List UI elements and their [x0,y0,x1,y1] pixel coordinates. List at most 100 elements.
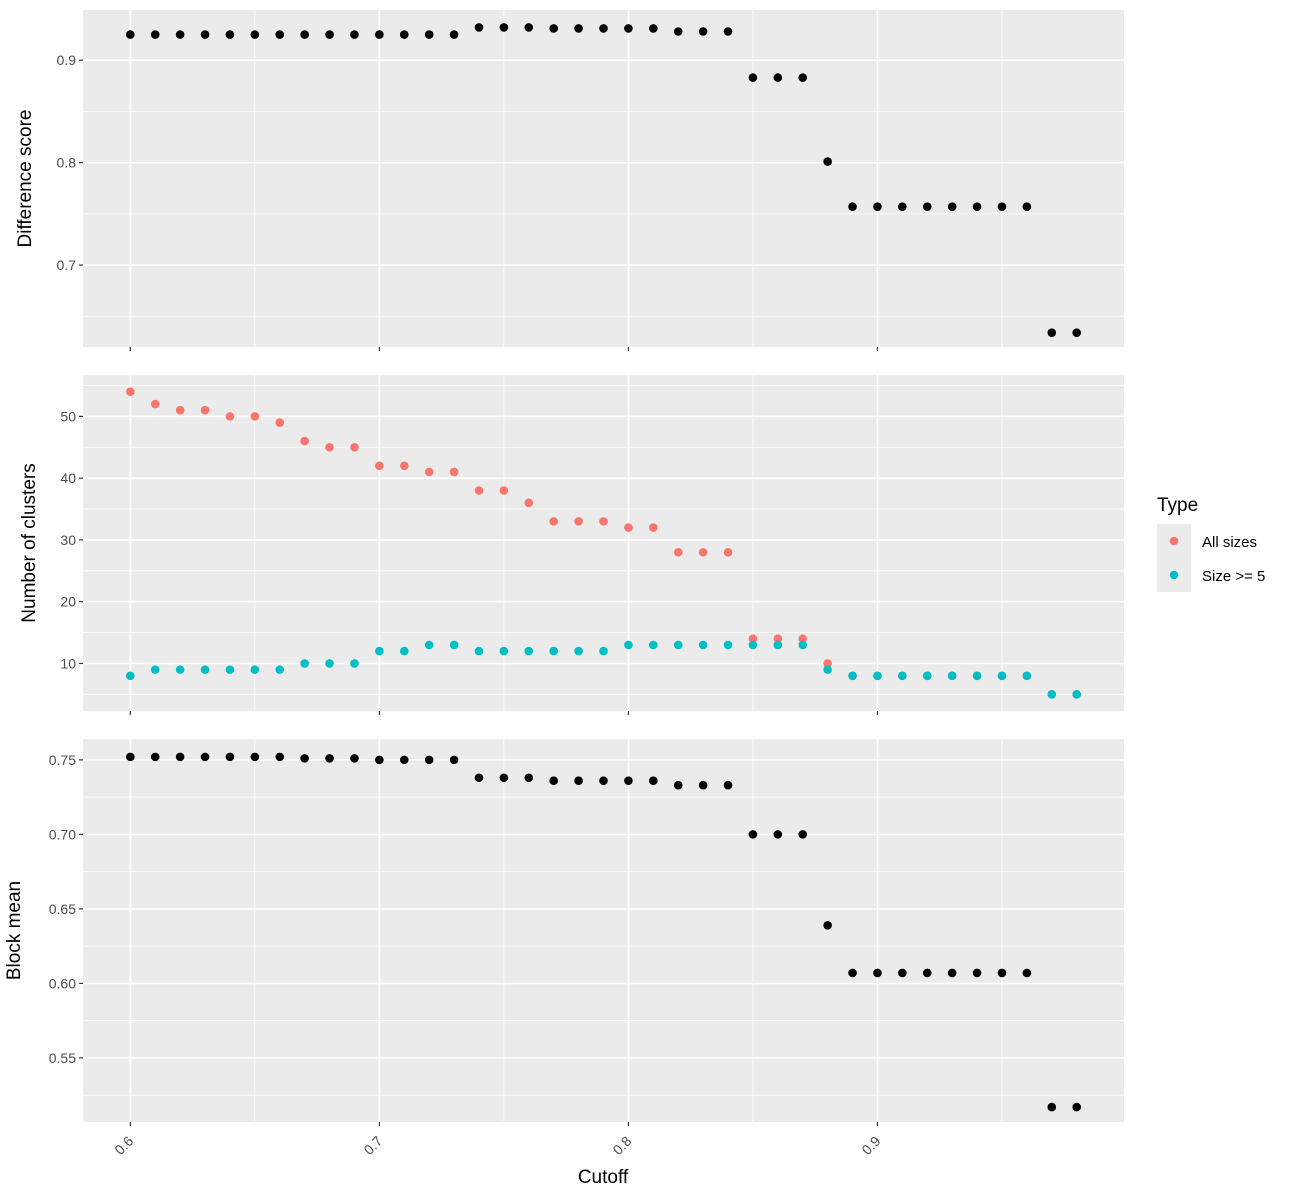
data-point [649,776,658,786]
data-point [698,640,708,650]
data-point [873,671,882,681]
data-point [150,399,160,409]
data-point [673,27,683,36]
panel-2-y-tick-label: 30 [60,532,76,548]
data-point [375,461,384,471]
data-point [574,24,583,33]
data-point [399,461,409,471]
panel-3: 0.55 0.60 0.65 0.70 0.75 Block mean [4,739,1124,1126]
data-point [599,24,608,33]
data-point [624,24,633,33]
data-point [424,755,434,765]
data-point [150,752,160,762]
data-point [449,640,459,650]
data-point [823,920,832,930]
data-point [773,830,783,839]
data-point [798,634,808,644]
panel-3-background [83,739,1124,1122]
data-point [848,968,857,978]
data-point [325,442,334,452]
data-point [350,30,359,39]
data-point [126,752,135,762]
data-point [474,23,484,32]
panel-1-y-axis-title: Difference score [15,110,36,248]
data-point [698,27,708,36]
data-point [599,776,608,786]
panel-1-background [83,10,1124,347]
legend-title: Type [1157,495,1198,516]
data-point [225,752,235,762]
data-point [624,640,633,650]
data-point [624,776,633,786]
legend-label-all-sizes: All sizes [1202,534,1257,551]
data-point [225,412,235,421]
legend-marker-size-5 [1169,570,1179,580]
data-point [474,486,484,495]
data-point [997,202,1007,211]
panel-2-y-axis-title: Number of clusters [19,463,40,622]
data-point [848,202,857,211]
data-point [798,73,808,82]
data-point [947,968,957,978]
data-point [250,30,260,39]
data-point [449,30,459,39]
legend: Type All sizes Size >= 5 [1157,495,1265,592]
data-point [499,486,509,495]
data-point [823,659,832,668]
panel-1-y-tick-label: 0.7 [57,257,77,273]
data-point [424,467,434,477]
data-point [1047,328,1057,337]
data-point [947,202,957,211]
data-point [997,671,1007,681]
data-point [997,968,1007,978]
panel-3-y-tick-label: 0.55 [49,1050,76,1066]
data-point [723,640,733,650]
data-point [1022,202,1032,211]
data-point [524,773,534,783]
legend-marker-all-sizes [1169,536,1179,546]
panel-2-y-tick-label: 10 [60,655,76,671]
data-point [574,776,583,786]
data-point [673,640,683,650]
data-point [200,405,210,415]
data-point [449,467,459,477]
panel-1: 0.7 0.8 0.9 Difference score [15,10,1124,351]
panel-2-background [83,375,1124,711]
panel-3-y-tick-label: 0.60 [49,975,76,991]
panel-3-y-tick-label: 0.65 [49,901,76,917]
data-point [748,73,758,82]
data-point [599,646,608,656]
data-point [972,968,982,978]
data-point [798,830,808,839]
panel-1-y-tick-label: 0.9 [57,52,77,68]
panel-3-y-tick-label: 0.70 [49,826,76,842]
data-point [300,436,309,446]
data-point [300,30,309,39]
data-point [200,30,210,39]
data-point [898,671,907,681]
data-point [524,23,534,32]
data-point [325,754,334,763]
data-point [1072,690,1081,699]
data-point [175,665,185,674]
data-point [1072,1102,1081,1112]
panel-2-y-tick-label: 40 [60,470,76,486]
data-point [399,30,409,39]
data-point [424,640,434,650]
x-tick-label: 0.6 [111,1133,136,1158]
data-point [873,202,882,211]
data-point [972,202,982,211]
data-point [922,968,932,978]
data-point [524,646,534,656]
data-point [673,547,683,557]
data-point [649,523,658,532]
data-point [325,659,334,668]
panels-layer: 0.7 0.8 0.9 Difference score 10 20 30 40 50 Numbe… [4,10,1124,1158]
data-point [399,755,409,765]
legend-label-size-5: Size >= 5 [1202,568,1265,585]
data-point [524,498,534,508]
data-point [1022,968,1032,978]
data-point [175,405,185,415]
data-point [823,665,832,674]
